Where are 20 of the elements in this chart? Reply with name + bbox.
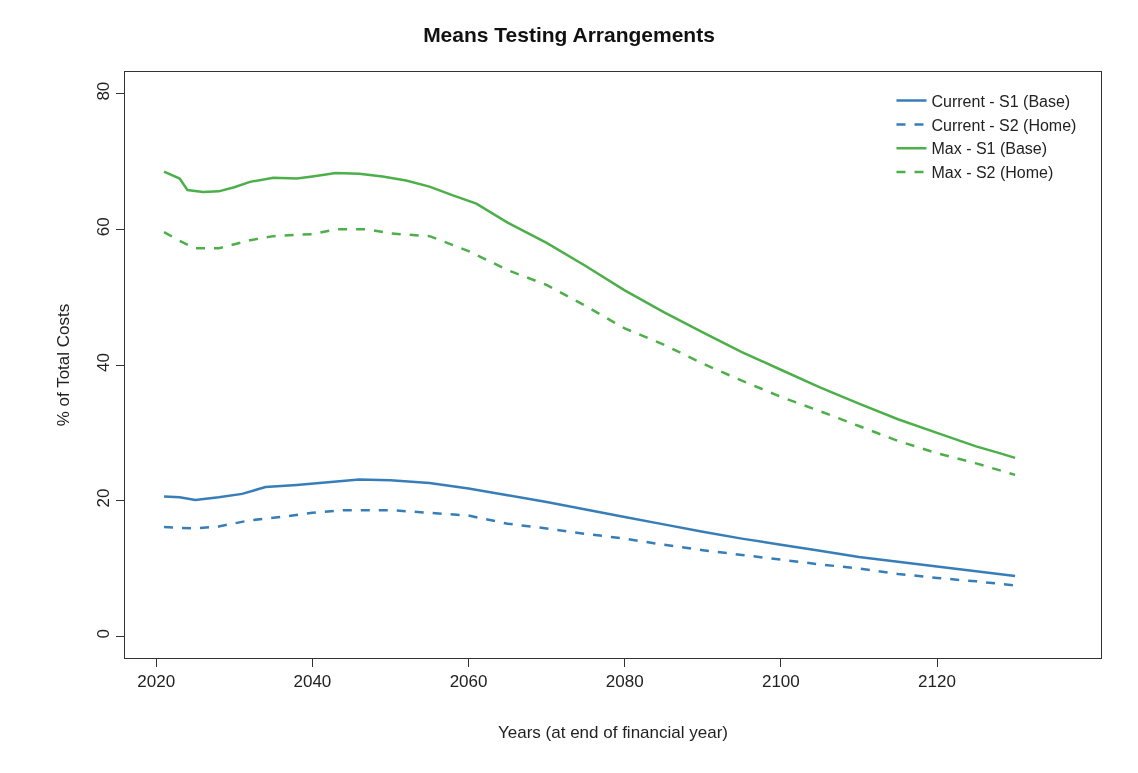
x-axis-title: Years (at end of financial year) [498, 722, 728, 742]
y-tick-label: 80 [94, 81, 114, 101]
x-tick-label: 2060 [449, 672, 488, 692]
x-tick-label: 2080 [605, 672, 644, 692]
x-tick-label: 2020 [137, 672, 176, 692]
y-axis-title: % of Total Costs [53, 303, 73, 427]
x-tick-label: 2040 [293, 672, 332, 692]
x-tick-label: 2120 [918, 672, 956, 692]
legend-label: Current - S2 (Home) [931, 116, 1077, 134]
line-series [162, 228, 1017, 477]
y-tick-label: 60 [94, 217, 114, 237]
x-tick-label: 2100 [761, 672, 800, 692]
chart-title: Means Testing Arrangements [423, 22, 715, 46]
legend-label: Max - S1 (Base) [931, 140, 1048, 158]
y-tick-label: 40 [94, 352, 114, 372]
legend-label: Max - S2 (Home) [931, 164, 1054, 182]
y-tick-label: 0 [94, 629, 114, 639]
y-tick-label: 20 [94, 488, 114, 508]
legend-label: Current - S1 (Base) [931, 92, 1071, 110]
line-series [162, 478, 1017, 578]
